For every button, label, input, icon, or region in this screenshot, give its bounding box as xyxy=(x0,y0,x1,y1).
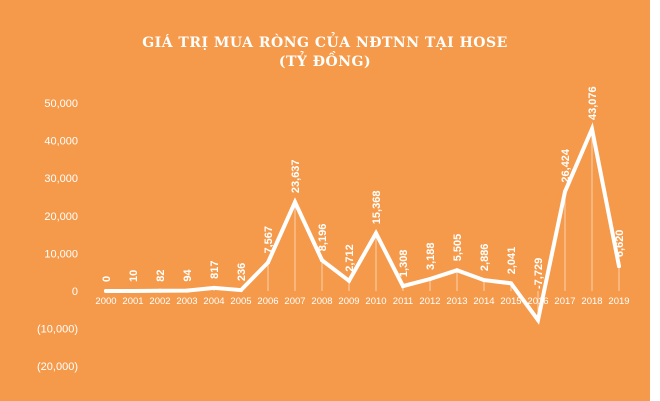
x-tick-label: 2007 xyxy=(284,296,305,307)
data-label: -7,729 xyxy=(533,258,545,289)
chart-subtitle: (TỶ ĐỒNG) xyxy=(279,50,371,70)
x-tick-label: 2012 xyxy=(419,296,440,307)
x-tick-label: 2017 xyxy=(554,296,575,307)
data-point xyxy=(428,277,432,282)
x-tick-label: 2001 xyxy=(122,296,143,307)
x-tick-label: 2004 xyxy=(203,296,224,307)
data-point xyxy=(212,285,216,290)
x-tick-label: 2013 xyxy=(446,296,467,307)
y-tick-label: 0 xyxy=(72,286,78,298)
x-tick-label: 2006 xyxy=(257,296,278,307)
x-tick-label: 2009 xyxy=(338,296,359,307)
x-tick-label: 2018 xyxy=(581,296,602,307)
data-point xyxy=(266,260,270,265)
data-label: 2,712 xyxy=(344,244,356,272)
data-labels: 0 10 82 94 817 236 7,567 23,637 8,196 2,712 15,368… xyxy=(101,86,626,323)
data-point xyxy=(509,281,513,286)
x-tick-label: 2014 xyxy=(473,296,494,307)
data-point xyxy=(320,258,324,263)
y-tick-label: 10,000 xyxy=(44,248,78,260)
data-label: 6,620 xyxy=(614,230,626,258)
x-tick-label: 2002 xyxy=(149,296,170,307)
y-tick-label: 30,000 xyxy=(44,173,78,185)
data-label: 236 xyxy=(236,263,248,281)
y-tick-label: (10,000) xyxy=(37,324,78,336)
x-tick-label: 2015 xyxy=(500,296,521,307)
y-axis-ticks: 50,000 40,000 30,000 20,000 10,000 0 (10,000) (… xyxy=(37,98,78,373)
x-tick-label: 2011 xyxy=(393,296,413,307)
data-label: 8,196 xyxy=(317,224,329,252)
data-point xyxy=(347,278,351,283)
data-point xyxy=(374,231,378,236)
data-label: 15,368 xyxy=(371,191,383,225)
data-point xyxy=(536,318,540,323)
series-line xyxy=(104,122,621,325)
data-point xyxy=(617,264,621,269)
x-axis-ticks: 2000 2001 2002 2003 2004 2005 2006 2007 2008 2009… xyxy=(95,296,629,307)
x-tick-label: 2003 xyxy=(176,296,197,307)
data-point xyxy=(482,278,486,283)
data-point xyxy=(590,127,594,132)
data-point xyxy=(563,189,567,194)
data-label: 94 xyxy=(182,268,194,281)
x-tick-label: 2000 xyxy=(95,296,116,307)
x-tick-label: 2019 xyxy=(608,296,629,307)
data-label: 817 xyxy=(209,261,221,279)
x-tick-label: 2010 xyxy=(365,296,386,307)
data-label: 10 xyxy=(128,270,140,282)
x-tick-label: 2008 xyxy=(311,296,332,307)
chart-title: GIÁ TRỊ MUA RÒNG CỦA NĐTNN TẠI HOSE xyxy=(142,31,508,51)
data-label: 43,076 xyxy=(587,86,599,120)
data-label: 2,041 xyxy=(506,247,518,275)
data-label: 1,308 xyxy=(398,250,410,278)
data-point xyxy=(293,200,297,205)
drop-lines xyxy=(132,129,620,321)
data-label: 26,424 xyxy=(560,148,572,183)
data-label: 23,637 xyxy=(290,159,302,193)
data-label: 0 xyxy=(101,276,113,282)
data-label: 2,886 xyxy=(479,244,491,272)
data-label: 7,567 xyxy=(263,226,275,254)
y-tick-label: 40,000 xyxy=(44,136,78,148)
data-label: 3,188 xyxy=(425,242,437,270)
data-point xyxy=(401,284,405,289)
x-tick-label: 2005 xyxy=(230,296,251,307)
data-label: 82 xyxy=(155,269,167,281)
y-tick-label: (20,000) xyxy=(37,361,78,373)
data-point xyxy=(455,268,459,273)
y-tick-label: 20,000 xyxy=(44,211,78,223)
data-point xyxy=(104,289,108,293)
y-tick-label: 50,000 xyxy=(44,98,78,110)
data-point xyxy=(239,288,243,293)
data-label: 5,505 xyxy=(452,234,464,262)
data-point xyxy=(131,288,135,293)
data-point xyxy=(185,288,189,293)
data-point xyxy=(158,288,162,293)
